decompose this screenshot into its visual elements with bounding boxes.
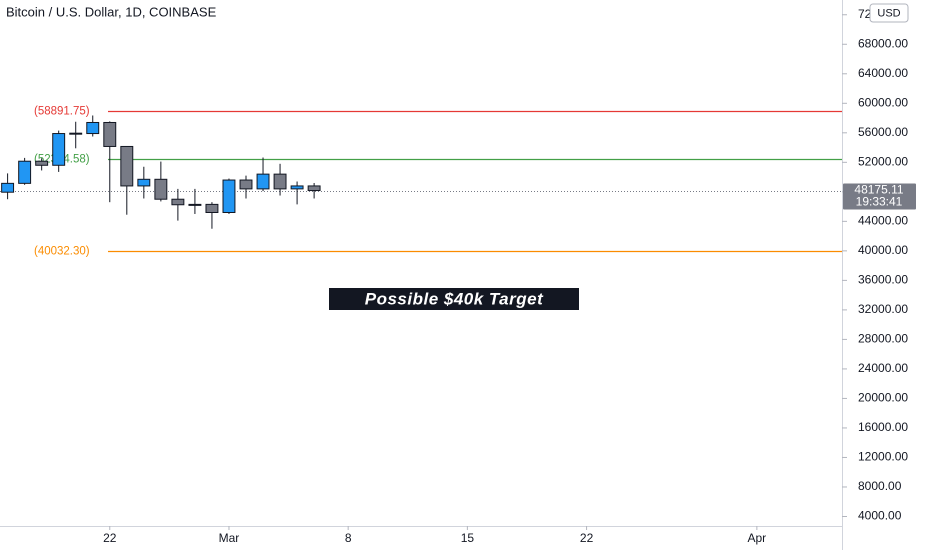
candle-body <box>18 160 32 184</box>
candle-body <box>86 121 100 135</box>
y-tick-label: 56000.00 <box>858 125 908 139</box>
candle-body <box>1 182 15 193</box>
y-tick-label: 24000.00 <box>858 361 908 375</box>
countdown: 19:33:41 <box>856 195 903 209</box>
candle-body <box>256 173 270 190</box>
candle-body <box>205 203 219 213</box>
y-tick-label: 60000.00 <box>858 95 908 109</box>
y-tick-label: 68000.00 <box>858 36 908 50</box>
candle-body <box>35 160 49 166</box>
x-tick-label: 22 <box>103 531 117 545</box>
y-tick-label: 28000.00 <box>858 332 908 346</box>
y-tick-label: 12000.00 <box>858 450 908 464</box>
candle-body <box>290 185 304 190</box>
candle-body <box>273 173 287 190</box>
last-price-box <box>843 183 916 210</box>
y-tick-label: 32000.00 <box>858 302 908 316</box>
annotation: Possible $40k Target <box>365 289 544 308</box>
y-tick-label: 40000.00 <box>858 243 908 257</box>
y-tick-label: 8000.00 <box>858 479 902 493</box>
candle-body <box>52 133 66 166</box>
last-price-label: 48175.11 <box>854 183 903 197</box>
chart-title: Bitcoin / U.S. Dollar, 1D, COINBASE <box>6 4 217 19</box>
candle-body <box>69 132 83 135</box>
candle-body <box>154 178 168 200</box>
y-tick-label: 52000.00 <box>858 154 908 168</box>
candle-body <box>137 178 151 187</box>
candle-body <box>188 203 202 206</box>
candle-body <box>307 185 321 192</box>
x-tick-label: 8 <box>345 531 352 545</box>
candle-body <box>239 179 253 190</box>
x-tick-label: 15 <box>461 531 475 545</box>
candle-body <box>120 145 134 187</box>
x-tick-label: 22 <box>580 531 594 545</box>
candle-body <box>171 198 185 206</box>
currency-badge <box>869 3 909 23</box>
level-label: (40032.30) <box>34 246 90 258</box>
x-tick-label: Mar <box>219 531 240 545</box>
y-tick-label: 20000.00 <box>858 391 908 405</box>
currency: USD <box>877 7 900 19</box>
y-tick-label: 44000.00 <box>858 214 908 228</box>
level-label: (58891.75) <box>34 106 90 118</box>
candle-body <box>222 179 236 213</box>
y-tick-label: 16000.00 <box>858 420 908 434</box>
candle-body <box>103 121 117 147</box>
x-tick-label: Apr <box>748 531 767 545</box>
y-tick-label: 64000.00 <box>858 66 908 80</box>
y-tick-label: 36000.00 <box>858 273 908 287</box>
annotation-box <box>329 288 579 310</box>
y-tick-label: 4000.00 <box>858 509 902 523</box>
